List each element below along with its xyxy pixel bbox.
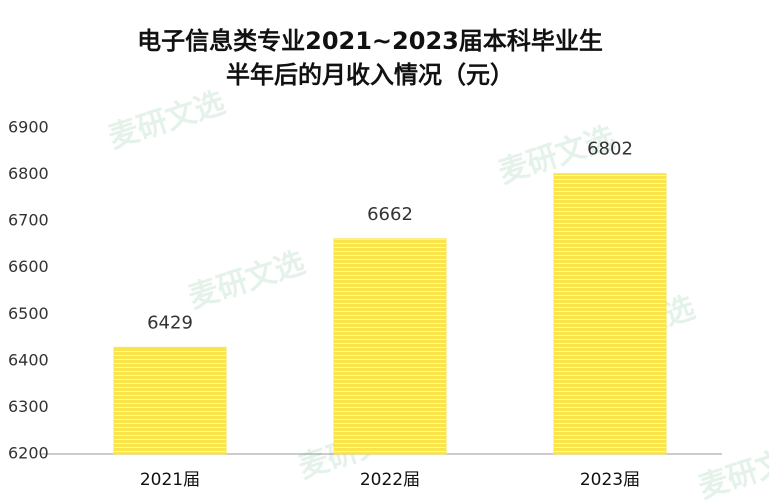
y-tick-label: 6200 [8,444,49,463]
y-tick-label: 6300 [8,397,49,416]
value-label: 6429 [147,312,193,333]
watermark: 麦研文选 [694,435,769,504]
bar [333,238,447,455]
value-label: 6802 [587,139,633,160]
watermark: 麦研文选 [104,85,229,155]
y-tick-label: 6400 [8,350,49,369]
value-label: 6662 [367,204,413,225]
y-tick-label: 6800 [8,164,49,183]
x-tick-label: 2023届 [580,470,640,490]
chart-title: 半年后的月收入情况（元） [226,61,514,89]
watermark: 麦研文选 [184,245,309,315]
y-tick-label: 6900 [8,118,49,137]
x-tick-label: 2022届 [360,470,420,490]
bar [553,173,667,455]
bar [113,346,227,455]
y-tick-label: 6700 [8,211,49,230]
x-tick-label: 2021届 [140,470,200,490]
y-tick-label: 6500 [8,304,49,323]
y-tick-label: 6600 [8,257,49,276]
chart-title: 电子信息类专业2021~2023届本科毕业生 [137,27,603,55]
